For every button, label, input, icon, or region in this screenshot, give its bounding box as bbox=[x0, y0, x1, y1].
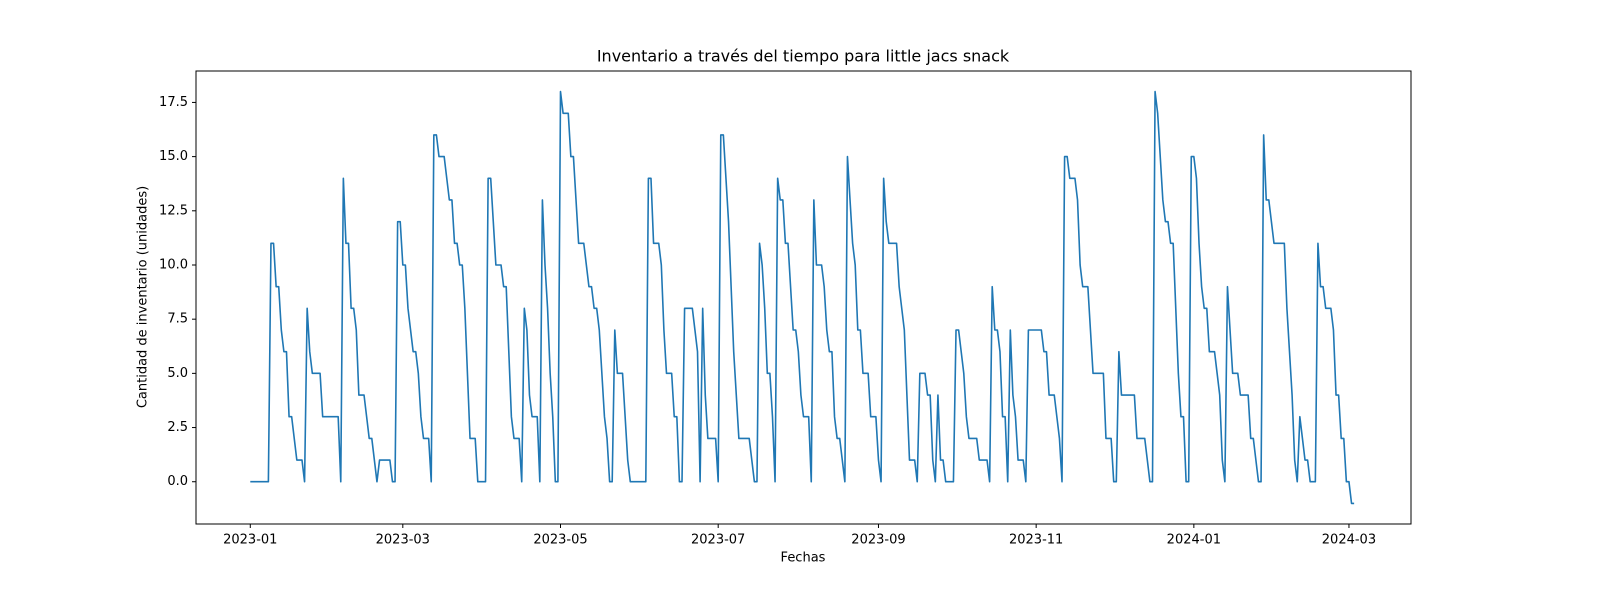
plot-frame bbox=[195, 70, 1412, 525]
x-tick-label: 2023-11 bbox=[1009, 533, 1063, 548]
y-tick-label: 7.5 bbox=[167, 312, 188, 327]
x-tick-label: 2023-05 bbox=[533, 533, 587, 548]
chart-title: Inventario a través del tiempo para litt… bbox=[597, 47, 1010, 66]
x-tick-label: 2023-07 bbox=[691, 533, 745, 548]
x-tick-label: 2023-03 bbox=[376, 533, 430, 548]
x-tick-label: 2024-03 bbox=[1322, 533, 1376, 548]
y-tick-label: 0.0 bbox=[167, 474, 188, 489]
y-tick-label: 5.0 bbox=[167, 366, 188, 381]
y-axis-label: Cantidad de inventario (unidades) bbox=[136, 186, 151, 408]
y-tick-label: 17.5 bbox=[159, 95, 188, 110]
x-axis-label: Fechas bbox=[781, 551, 826, 566]
y-tick-label: 2.5 bbox=[167, 420, 188, 435]
y-tick-label: 12.5 bbox=[159, 203, 188, 218]
y-tick-label: 10.0 bbox=[159, 257, 188, 272]
x-tick-label: 2024-01 bbox=[1167, 533, 1221, 548]
x-tick-label: 2023-09 bbox=[851, 533, 905, 548]
data-line bbox=[250, 90, 1355, 505]
x-tick-label: 2023-01 bbox=[223, 533, 277, 548]
y-tick-label: 15.0 bbox=[159, 149, 188, 164]
